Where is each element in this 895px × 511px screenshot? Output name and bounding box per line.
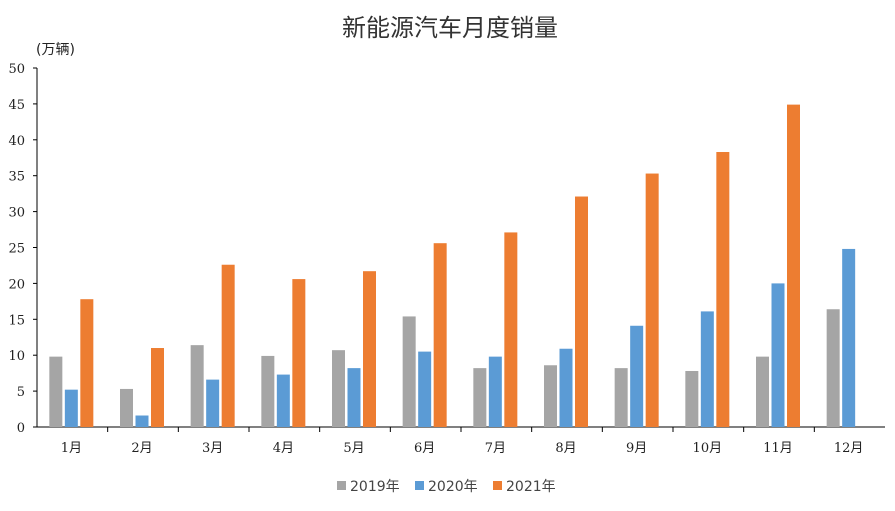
legend: 2019年 2020年 2021年	[337, 479, 556, 495]
y-tick-label: 15	[8, 313, 25, 328]
bar	[151, 348, 164, 427]
bar	[363, 271, 376, 427]
bar	[842, 248, 856, 427]
y-tick-label: 0	[17, 421, 25, 436]
bar	[575, 196, 588, 427]
bar	[206, 379, 220, 427]
bar	[700, 311, 714, 427]
x-tick-label: 7月	[485, 441, 506, 456]
bar	[787, 104, 800, 428]
y-tick-label: 5	[17, 385, 25, 400]
bar	[402, 316, 416, 427]
bar	[190, 345, 204, 427]
x-tick-label: 12月	[834, 441, 864, 456]
bar	[488, 356, 502, 427]
legend-label: 2021年	[506, 479, 556, 495]
x-tick-label: 10月	[693, 441, 723, 456]
x-tick-label: 2月	[131, 441, 152, 456]
chart-title: 新能源汽车月度销量	[342, 14, 558, 42]
legend-label: 2019年	[350, 479, 400, 495]
x-tick-label: 1月	[61, 441, 82, 456]
bar	[120, 388, 133, 427]
y-tick-label: 50	[8, 62, 25, 77]
bar	[473, 368, 487, 427]
y-tick-label: 10	[8, 349, 25, 364]
bar	[544, 365, 557, 427]
x-tick-label: 4月	[273, 441, 294, 456]
bar	[433, 243, 447, 427]
bar	[80, 299, 94, 427]
bar	[64, 389, 78, 427]
x-tick-label: 11月	[763, 441, 793, 456]
y-tick-label: 35	[8, 170, 25, 185]
y-tick-label: 45	[8, 98, 25, 113]
bar	[614, 368, 628, 427]
bar	[716, 152, 730, 428]
legend-swatch	[415, 481, 424, 490]
bar	[504, 232, 518, 427]
bar	[347, 368, 361, 427]
bar	[332, 350, 345, 427]
x-tick-label: 6月	[414, 441, 435, 456]
bar	[135, 415, 149, 427]
bar	[221, 264, 235, 427]
bar	[826, 309, 840, 427]
legend-swatch	[493, 481, 502, 490]
bars	[49, 104, 856, 428]
y-axis-unit-label: (万辆)	[36, 42, 75, 58]
x-tick-label: 5月	[343, 441, 364, 456]
bar	[685, 370, 699, 427]
bar	[261, 355, 275, 427]
bar	[630, 325, 644, 427]
bar	[771, 283, 785, 427]
legend-label: 2020年	[428, 479, 478, 495]
x-tick-label: 8月	[555, 441, 576, 456]
bar	[49, 356, 63, 427]
x-tick-label: 9月	[626, 441, 647, 456]
y-axis: 0 5 10 15 20 25 30 35 40 45 50	[8, 62, 38, 436]
bar	[418, 351, 432, 427]
bar	[756, 356, 769, 427]
x-tick-label: 3月	[202, 441, 223, 456]
y-tick-label: 30	[8, 206, 25, 221]
legend-swatch	[337, 481, 346, 490]
x-axis: 1月 2月 3月 4月 5月 6月 7月 8月 9月 10月 11月 12月	[37, 426, 885, 456]
y-tick-label: 25	[8, 242, 25, 257]
y-tick-label: 40	[8, 134, 25, 149]
bar	[559, 348, 573, 427]
bar	[645, 173, 659, 427]
bar	[292, 279, 306, 427]
y-tick-label: 20	[8, 277, 25, 292]
bar	[276, 374, 290, 427]
